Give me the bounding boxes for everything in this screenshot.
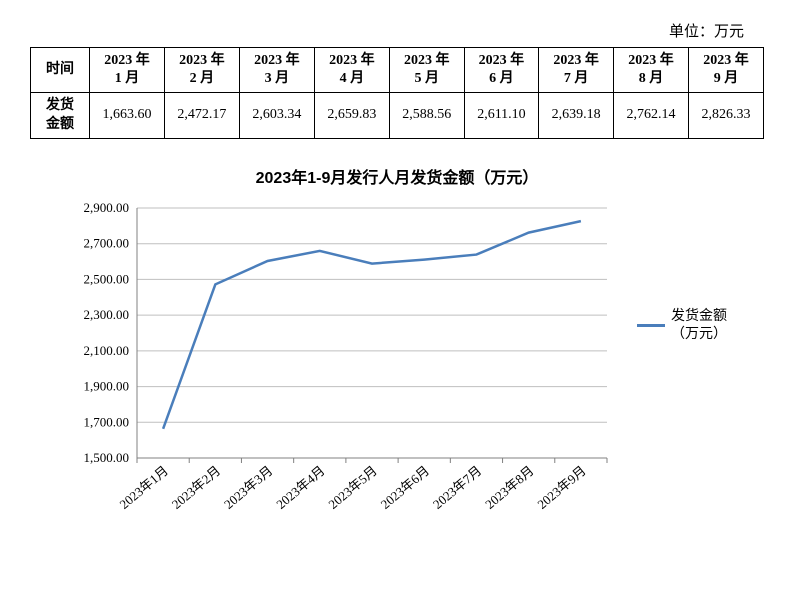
col-header: 2023 年6 月: [464, 48, 538, 93]
table-data-row: 发货金额 1,663.60 2,472.17 2,603.34 2,659.83…: [31, 93, 764, 138]
svg-text:1,700.00: 1,700.00: [84, 414, 130, 429]
svg-text:2023年4月: 2023年4月: [273, 463, 327, 512]
svg-text:2023年2月: 2023年2月: [169, 463, 223, 512]
legend-swatch: [637, 324, 665, 327]
col-header: 2023 年9 月: [689, 48, 764, 93]
chart-legend: 发货金额（万元）: [637, 308, 727, 344]
col-header: 2023 年4 月: [314, 48, 389, 93]
table-cell: 2,588.56: [389, 93, 464, 138]
line-chart: 1,500.00 1,700.00 1,900.00 2,100.00 2,300.00…: [30, 198, 764, 558]
table-cell: 2,639.18: [539, 93, 614, 138]
table-cell: 1,663.60: [90, 93, 165, 138]
chart-svg: 1,500.00 1,700.00 1,900.00 2,100.00 2,300.00…: [67, 198, 627, 558]
svg-text:2023年3月: 2023年3月: [221, 463, 275, 512]
col-header: 2023 年8 月: [614, 48, 689, 93]
svg-text:2,300.00: 2,300.00: [84, 307, 130, 322]
table-header-row: 时间 2023 年1 月 2023 年2 月 2023 年3 月 2023 年4…: [31, 48, 764, 93]
col-header: 2023 年5 月: [389, 48, 464, 93]
table-cell: 2,659.83: [314, 93, 389, 138]
svg-text:2,900.00: 2,900.00: [84, 200, 130, 215]
table-cell: 2,611.10: [464, 93, 538, 138]
svg-text:2023年8月: 2023年8月: [482, 463, 536, 512]
chart-title: 2023年1-9月发行人月发货金额（万元）: [30, 164, 764, 188]
legend-label: 发货金额（万元）: [671, 308, 727, 344]
col-header: 2023 年2 月: [164, 48, 239, 93]
svg-text:2,100.00: 2,100.00: [84, 343, 130, 358]
svg-text:2023年9月: 2023年9月: [534, 463, 588, 512]
unit-label: 单位：万元: [30, 20, 764, 41]
data-table: 时间 2023 年1 月 2023 年2 月 2023 年3 月 2023 年4…: [30, 47, 764, 139]
svg-text:2023年5月: 2023年5月: [325, 463, 379, 512]
col-header: 2023 年3 月: [239, 48, 314, 93]
svg-text:2,700.00: 2,700.00: [84, 235, 130, 250]
svg-text:2023年6月: 2023年6月: [378, 463, 432, 512]
svg-text:1,900.00: 1,900.00: [84, 378, 130, 393]
col-header: 2023 年1 月: [90, 48, 165, 93]
svg-text:2,500.00: 2,500.00: [84, 271, 130, 286]
svg-text:2023年7月: 2023年7月: [430, 463, 484, 512]
svg-text:2023年1月: 2023年1月: [117, 463, 171, 512]
col-header: 2023 年7 月: [539, 48, 614, 93]
table-cell: 2,826.33: [689, 93, 764, 138]
row-header-amount: 发货金额: [31, 93, 90, 138]
table-cell: 2,603.34: [239, 93, 314, 138]
svg-text:1,500.00: 1,500.00: [84, 450, 130, 465]
table-cell: 2,762.14: [614, 93, 689, 138]
table-cell: 2,472.17: [164, 93, 239, 138]
row-header-time: 时间: [31, 48, 90, 93]
